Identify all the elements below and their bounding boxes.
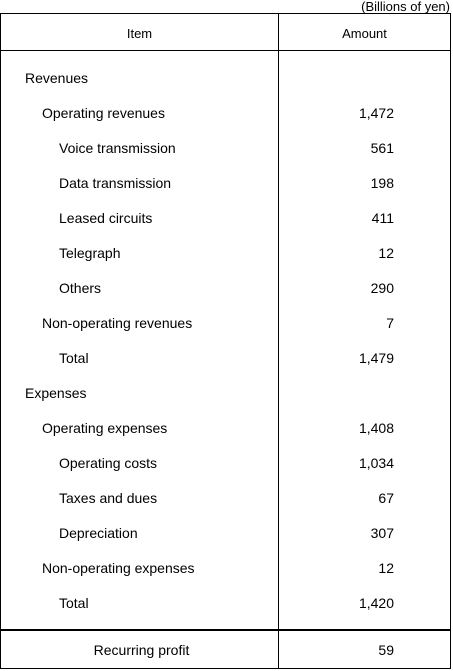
row-label: Taxes and dues [59, 490, 158, 506]
column-divider [278, 14, 279, 668]
header-divider [1, 50, 450, 51]
row-value: 561 [370, 140, 394, 156]
row-value: 198 [370, 175, 394, 191]
row-label: Operating revenues [42, 105, 165, 121]
row-value: 12 [378, 245, 394, 261]
row-label: Total [59, 595, 89, 611]
row-label: Total [59, 350, 89, 366]
row-value: 12 [378, 560, 394, 576]
row-value: 290 [370, 280, 394, 296]
row-label: Non-operating expenses [42, 560, 195, 576]
financial-table: Item Amount Revenues Operating revenues 1,… [0, 13, 451, 669]
unit-note: (Billions of yen) [361, 0, 450, 14]
row-value: 1,472 [358, 105, 394, 121]
header-item: Item [126, 26, 153, 41]
row-label: Non-operating revenues [42, 315, 193, 331]
header-amount: Amount [342, 26, 387, 41]
row-value: 1,420 [358, 595, 394, 611]
row-label: Operating expenses [42, 420, 168, 436]
row-label: Others [59, 280, 102, 296]
row-label: Operating costs [59, 455, 158, 471]
recurring-profit-label: Recurring profit [93, 642, 190, 658]
row-label: Expenses [25, 385, 87, 401]
row-value: 411 [371, 210, 394, 226]
row-value: 1,408 [358, 420, 394, 436]
row-value: 1,479 [358, 350, 394, 366]
row-value: 1,034 [358, 455, 394, 471]
row-label: Revenues [25, 70, 89, 86]
row-value: 7 [386, 315, 394, 331]
recurring-profit-value: 59 [378, 642, 394, 658]
row-value: 67 [378, 490, 394, 506]
row-label: Leased circuits [59, 210, 153, 226]
row-label: Data transmission [59, 175, 172, 191]
row-label: Telegraph [59, 245, 121, 261]
row-label: Voice transmission [59, 140, 176, 156]
row-value: 307 [370, 525, 394, 541]
footer-divider [1, 629, 450, 631]
row-label: Depreciation [59, 525, 138, 541]
